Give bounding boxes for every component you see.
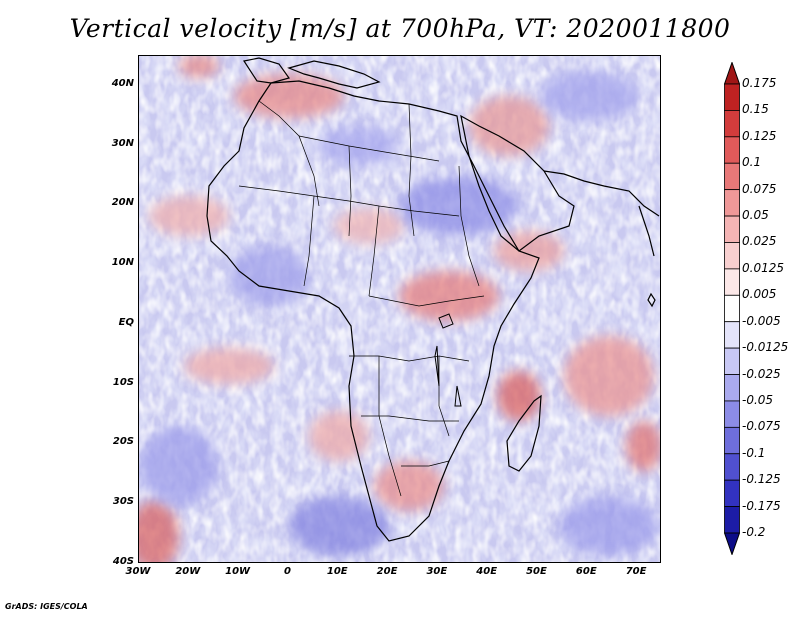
lon-label: 70E	[625, 566, 647, 577]
lon-label: 20E	[376, 566, 398, 577]
lon-label: 20W	[175, 566, 201, 577]
colorbar-swatch	[724, 215, 740, 243]
velocity-field	[139, 56, 660, 562]
colorbar-swatch	[724, 242, 740, 270]
colorbar-swatch	[724, 453, 740, 481]
lon-label: 50E	[526, 566, 547, 577]
colorbar-label: -0.025	[742, 366, 781, 381]
lon-label: 30W	[125, 566, 151, 577]
lon-label: 30E	[426, 566, 448, 577]
colorbar-label: -0.0125	[742, 340, 789, 355]
figure-title: Vertical velocity [m/s] at 700hPa, VT: 2…	[69, 14, 731, 43]
lon-label: 10E	[326, 566, 348, 577]
colorbar-swatch	[724, 479, 740, 507]
colorbar-swatch	[724, 136, 740, 164]
colorbar-swatch	[724, 294, 740, 323]
colorbar-swatch	[724, 506, 740, 534]
colorbar-swatch	[724, 268, 740, 296]
colorbar-swatch	[724, 400, 740, 428]
lat-label: 40S	[112, 556, 134, 567]
colorbar-bottom-arrow	[724, 532, 740, 555]
lat-label: 10N	[111, 257, 134, 269]
lat-label: 10S	[112, 376, 134, 388]
lat-label: 40N	[111, 77, 134, 89]
positive-velocity-areas	[139, 56, 660, 562]
coastlines	[206, 57, 660, 542]
credit-text: GrADS: IGES/COLA	[5, 602, 88, 611]
colorbar-label: 0.005	[742, 287, 777, 302]
lat-label: 30N	[111, 137, 134, 149]
colorbar-label: -0.175	[742, 498, 781, 513]
country-borders	[238, 100, 485, 497]
lon-label: 0	[283, 566, 291, 577]
colorbar-swatch	[724, 83, 740, 111]
colorbar-label: 0.025	[742, 234, 777, 249]
colorbar	[724, 62, 740, 555]
lat-label: 20N	[111, 197, 134, 209]
colorbar-label: -0.1	[742, 445, 766, 460]
colorbar-label: -0.05	[742, 392, 774, 407]
lat-label: 30S	[112, 496, 134, 508]
colorbar-swatch	[724, 374, 740, 402]
colorbar-swatch	[724, 162, 740, 191]
negative-velocity-areas	[139, 71, 659, 556]
colorbar-swatch	[724, 321, 740, 349]
colorbar-label: 0.125	[742, 128, 777, 143]
colorbar-swatch	[724, 110, 740, 138]
lon-label: 60E	[575, 566, 597, 577]
colorbar-swatch	[724, 347, 740, 375]
colorbar-label: -0.125	[742, 472, 781, 487]
colorbar-top-arrow	[724, 62, 740, 85]
map-panel	[138, 55, 661, 563]
lat-label: EQ	[118, 316, 134, 328]
lon-label: 40E	[476, 566, 498, 577]
colorbar-label: 0.15	[742, 102, 769, 117]
lat-label: 20S	[112, 436, 134, 448]
colorbar-label: 0.1	[742, 155, 762, 170]
colorbar-swatch	[724, 189, 740, 217]
colorbar-label: 0.075	[742, 181, 777, 196]
colorbar-label: -0.005	[742, 313, 781, 328]
colorbar-label: 0.175	[742, 76, 777, 90]
colorbar-label: 0.05	[742, 208, 769, 223]
colorbar-swatch	[724, 426, 740, 455]
lakes	[434, 313, 462, 407]
colorbar-label: -0.075	[742, 419, 781, 434]
lon-label: 10W	[225, 566, 251, 577]
colorbar-label: -0.2	[742, 525, 766, 539]
colorbar-label: 0.0125	[742, 260, 784, 275]
